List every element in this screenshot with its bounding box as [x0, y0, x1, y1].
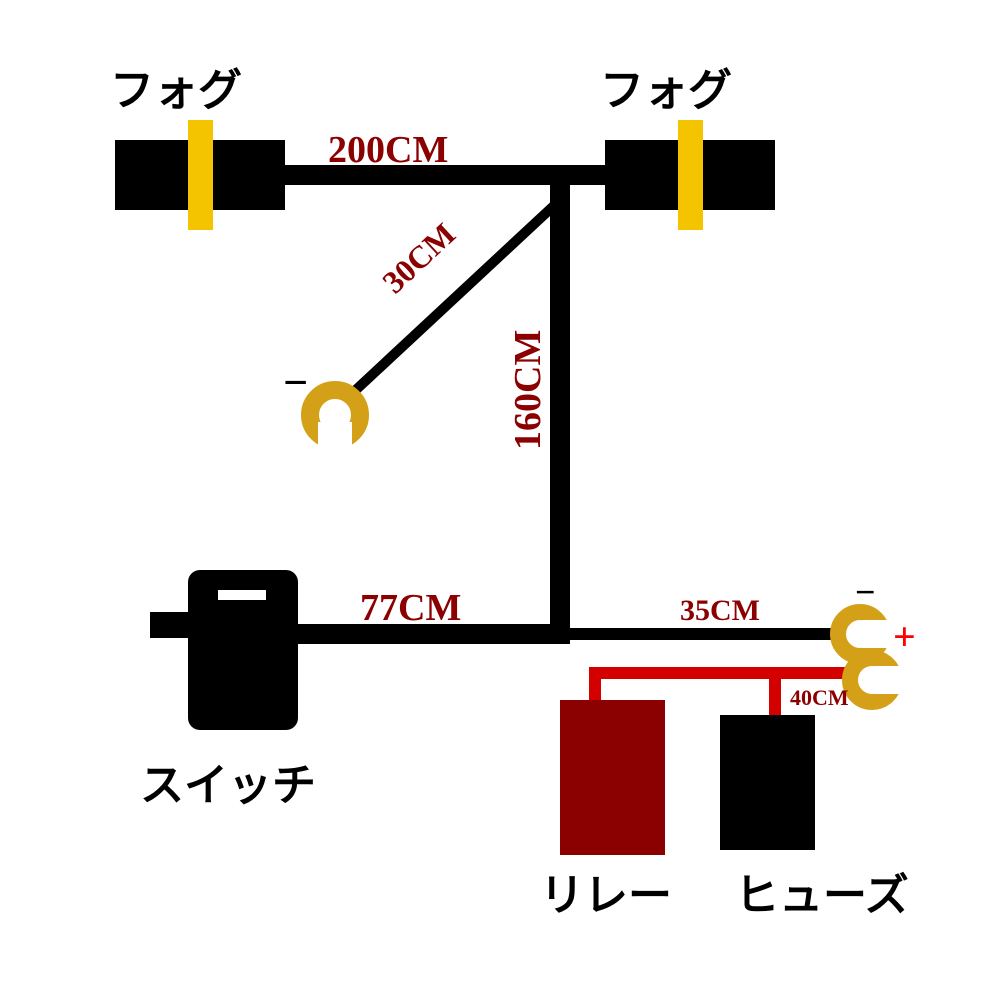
fog-right-band [678, 120, 703, 230]
minus-ground-symbol: − [283, 358, 308, 407]
dim-40cm: 40CM [790, 685, 849, 710]
fog-left-label: フォグ [110, 66, 242, 115]
wiring-diagram: フォグ フォグ スイッチ リレー ヒューズ 200CM 30CM 160CM 7… [0, 0, 1000, 1000]
dim-30cm: 30CM [375, 216, 462, 301]
switch-slot [218, 590, 266, 600]
fog-right-label: フォグ [600, 66, 732, 115]
fuse-label: ヒューズ [735, 871, 909, 920]
relay-label: リレー [540, 871, 672, 920]
ground-terminal-icon [310, 390, 360, 452]
dim-200cm: 200CM [328, 129, 448, 171]
plus-symbol: + [893, 614, 916, 659]
switch-label: スイッチ [140, 761, 316, 810]
dim-77cm: 77CM [360, 587, 461, 629]
fuse-terminal-icon [850, 658, 904, 702]
relay-body [560, 700, 665, 855]
positive-terminal-icon [838, 612, 892, 656]
fog-left-band [188, 120, 213, 230]
minus-positive-symbol: − [855, 572, 876, 612]
fuse-body [720, 715, 815, 850]
dim-35cm: 35CM [680, 594, 760, 627]
dim-160cm: 160CM [507, 330, 549, 450]
